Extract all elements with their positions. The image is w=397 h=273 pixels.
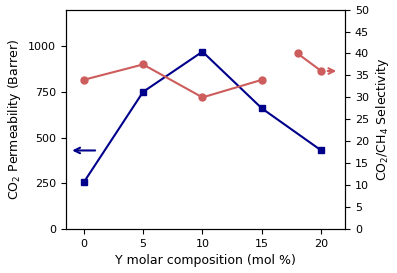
X-axis label: Y molar composition (mol %): Y molar composition (mol %)	[115, 254, 296, 268]
Y-axis label: CO$_2$ Permeability (Barrer): CO$_2$ Permeability (Barrer)	[6, 39, 23, 200]
Y-axis label: CO$_2$/CH$_4$ Selectivity: CO$_2$/CH$_4$ Selectivity	[374, 57, 391, 181]
